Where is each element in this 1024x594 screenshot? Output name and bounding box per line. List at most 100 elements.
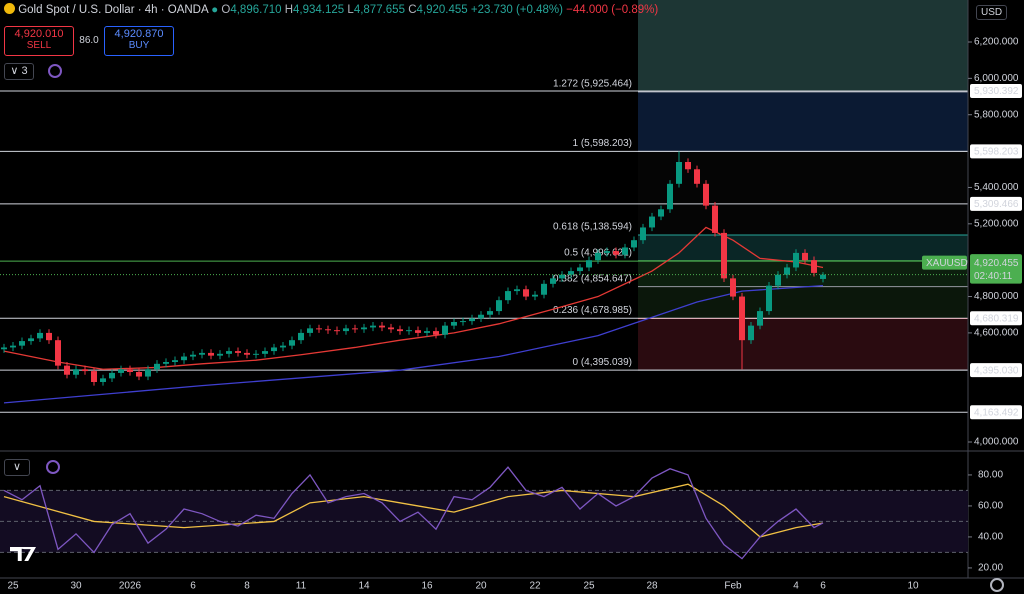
pane-toggle[interactable]: ∨	[4, 459, 30, 476]
candle-body	[613, 251, 619, 255]
moving-average	[3, 226, 824, 370]
candle-body	[667, 183, 673, 210]
candle-body	[649, 216, 655, 228]
candle-body	[730, 278, 736, 297]
x-tick-label: 6	[190, 581, 196, 592]
price-label: 5,598.203	[974, 147, 1019, 158]
price-label-box	[970, 84, 1022, 99]
candle-body	[172, 360, 178, 362]
candle-body	[109, 372, 115, 379]
legend-bar: Gold Spot / U.S. Dollar · 4h · OANDA ● O…	[4, 3, 658, 16]
candle-body	[271, 347, 277, 352]
symbol-title[interactable]: Gold Spot / U.S. Dollar · 4h · OANDA	[18, 4, 209, 16]
candle-body	[325, 329, 331, 331]
candle-body	[1, 347, 7, 350]
fib-zone	[638, 0, 968, 92]
indicator-icon[interactable]	[48, 64, 62, 78]
buy-label: BUY	[128, 40, 150, 51]
ohlc-key: L	[347, 4, 354, 16]
candle-body	[433, 331, 439, 335]
y-tick-label: 5,800.000	[974, 109, 1019, 120]
candle-body	[136, 372, 142, 377]
price-label: 4,395.030	[974, 365, 1019, 376]
countdown: 02:40:11	[974, 271, 1013, 282]
candle-body	[550, 278, 556, 284]
spread: 86.0	[79, 35, 99, 46]
fib-zone	[638, 260, 968, 287]
x-tick-label: 25	[583, 581, 595, 592]
buy-button[interactable]: 4,920.870 BUY	[104, 26, 174, 56]
candle-body	[334, 330, 340, 332]
candle-body	[145, 369, 151, 377]
price-label-box	[970, 405, 1022, 420]
candle-body	[541, 283, 547, 295]
candle-body	[505, 291, 511, 301]
fib-zone	[638, 91, 968, 152]
candle-body	[514, 289, 520, 292]
candle-body	[469, 318, 475, 322]
price-label-box	[970, 144, 1022, 159]
currency[interactable]: USD	[976, 5, 1008, 20]
x-tick-label: 10	[907, 581, 919, 592]
y-tick-label: 4,600.000	[974, 328, 1019, 339]
x-tick-label: 4	[793, 581, 799, 592]
candle-body	[127, 369, 133, 372]
candle-body	[460, 321, 466, 323]
candle-body	[388, 327, 394, 330]
fib-label: 0.236 (4,678.985)	[553, 305, 632, 316]
candle-body	[226, 351, 232, 354]
candle-body	[154, 363, 160, 370]
price-axis	[968, 0, 1024, 594]
fib-zone	[638, 318, 968, 371]
x-tick-label: 6	[820, 581, 826, 592]
y-tick-label: 5,200.000	[974, 218, 1019, 229]
price-label: 5,930.392	[974, 86, 1019, 97]
rsi-tick-label: 40.00	[978, 532, 1003, 543]
candle-body	[631, 240, 637, 248]
candle-body	[370, 325, 376, 328]
price-label: 4,163.492	[974, 407, 1019, 418]
x-tick-label: 16	[421, 581, 433, 592]
price-label-box	[970, 311, 1022, 326]
candle-body	[343, 328, 349, 332]
rsi-tick-label: 60.00	[978, 501, 1003, 512]
candle-body	[586, 260, 592, 268]
candle-body	[415, 330, 421, 333]
candle-body	[757, 311, 763, 326]
candle-body	[82, 369, 88, 372]
candle-body	[181, 356, 187, 361]
candle-body	[784, 267, 790, 275]
candle-body	[361, 327, 367, 330]
candle-body	[802, 252, 808, 261]
candle-body	[379, 325, 385, 328]
status-dot: ●	[211, 4, 219, 16]
fib-label: 1.272 (5,925.464)	[553, 79, 632, 90]
symbol-label: XAUUSD	[926, 258, 968, 269]
settings-icon[interactable]	[990, 578, 1004, 592]
candle-body	[190, 354, 196, 357]
fib-label: 0 (4,395.039)	[573, 357, 633, 368]
fib-zone	[638, 151, 968, 235]
indicators-toggle[interactable]: ∨ 3	[4, 63, 34, 80]
candle-body	[721, 232, 727, 279]
candle-body	[208, 352, 214, 356]
candle-body	[28, 338, 34, 342]
candle-body	[712, 205, 718, 233]
y-tick-label: 4,000.000	[974, 437, 1019, 448]
candle-body	[46, 332, 52, 341]
x-tick-label: 14	[358, 581, 370, 592]
sell-button[interactable]: 4,920.010 SELL	[4, 26, 74, 56]
candle-body	[424, 331, 430, 333]
candle-body	[163, 362, 169, 364]
pane-icon[interactable]	[46, 460, 60, 474]
candle-body	[442, 325, 448, 335]
x-tick-label: 2026	[119, 581, 142, 592]
fib-label: 0.382 (4,854.647)	[553, 273, 632, 284]
x-tick-label: 30	[70, 581, 82, 592]
candle-body	[532, 294, 538, 297]
candle-body	[19, 341, 25, 346]
candle-body	[478, 314, 484, 319]
candle-body	[775, 274, 781, 286]
candle-body	[37, 332, 43, 339]
